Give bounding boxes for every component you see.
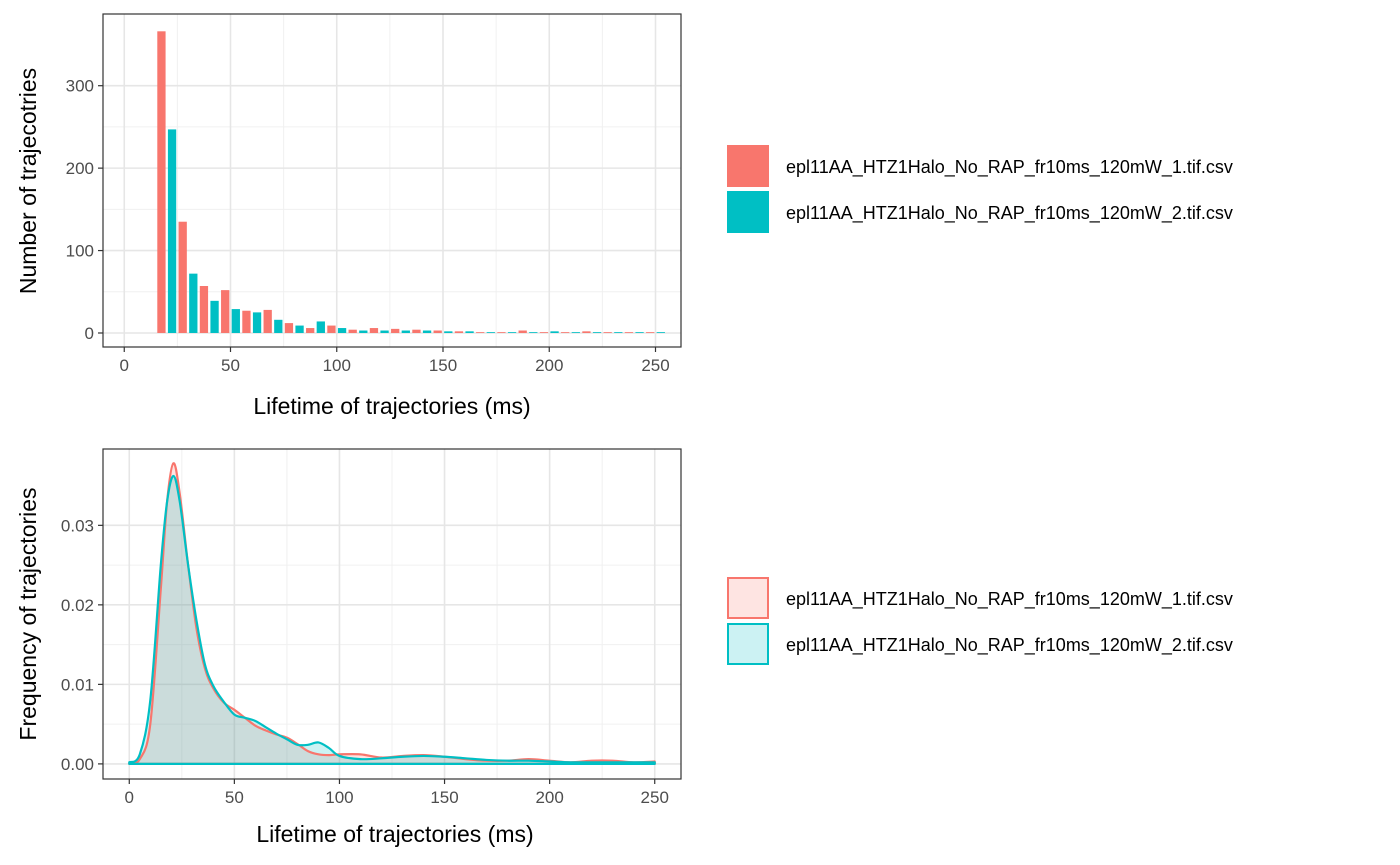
histogram-bar — [603, 332, 612, 333]
legend-item: epl11AA_HTZ1Halo_No_RAP_fr10ms_120mW_1.t… — [727, 577, 1233, 619]
histogram-bar — [582, 331, 591, 333]
y-tick-label: 200 — [66, 159, 94, 178]
legend-key — [727, 577, 769, 619]
x-tick-label: 250 — [641, 356, 669, 375]
density-curves — [128, 462, 656, 765]
histogram-bar — [401, 330, 410, 333]
histogram-bar — [221, 290, 230, 333]
histogram-bar — [646, 332, 655, 333]
histogram-bar — [295, 325, 304, 333]
histogram-bar — [422, 330, 432, 333]
histogram-bar — [231, 309, 240, 333]
histogram-bar — [561, 332, 570, 333]
legend-label: epl11AA_HTZ1Halo_No_RAP_fr10ms_120mW_1.t… — [786, 157, 1233, 178]
histogram-bar — [210, 300, 219, 333]
histogram-bar — [454, 331, 464, 333]
histogram-bar — [252, 312, 262, 333]
x-tick-label: 50 — [225, 788, 244, 807]
histogram-bar — [529, 332, 538, 333]
histogram-bar — [242, 310, 251, 333]
histogram-bar — [348, 329, 357, 333]
x-tick-label: 0 — [125, 788, 134, 807]
histogram-bar — [189, 273, 198, 333]
x-tick-label: 150 — [430, 788, 458, 807]
histogram-x-axis-title: Lifetime of trajectories (ms) — [253, 393, 530, 419]
x-tick-label: 100 — [323, 356, 351, 375]
density-line — [128, 474, 656, 765]
histogram-bar — [316, 321, 325, 333]
histogram-bar — [635, 332, 644, 333]
histogram-bar — [167, 129, 177, 333]
histogram-bar — [274, 319, 283, 333]
histogram-bar — [412, 329, 421, 333]
histogram-gridlines — [103, 14, 681, 347]
histogram-bar — [359, 330, 368, 333]
histogram-bar — [624, 332, 634, 333]
histogram-bar — [433, 330, 442, 333]
histogram-bar — [507, 332, 517, 333]
panel-border — [102, 448, 682, 780]
density-axes: 0 50 100 150 200 250 0.00 0.01 0.02 0.03 — [61, 448, 682, 807]
density-legend: epl11AA_HTZ1Halo_No_RAP_fr10ms_120mW_1.t… — [727, 577, 1233, 665]
histogram-bar — [539, 332, 549, 333]
histogram-bar — [369, 328, 379, 333]
histogram-bar — [380, 330, 389, 333]
density-area — [129, 463, 655, 764]
y-tick-label: 0.03 — [61, 516, 94, 535]
histogram-bar — [327, 325, 336, 333]
histogram-legend: epl11AA_HTZ1Halo_No_RAP_fr10ms_120mW_1.t… — [727, 145, 1233, 233]
legend-label: epl11AA_HTZ1Halo_No_RAP_fr10ms_120mW_2.t… — [786, 635, 1233, 656]
histogram-bar — [465, 331, 474, 333]
histogram-bar — [178, 221, 187, 333]
histogram-bar — [157, 31, 166, 333]
histogram-bars — [157, 31, 665, 333]
density-area — [129, 476, 655, 764]
x-tick-label: 200 — [535, 356, 563, 375]
histogram-bar — [497, 332, 506, 333]
legend-item: epl11AA_HTZ1Halo_No_RAP_fr10ms_120mW_2.t… — [727, 191, 1233, 233]
density-gridlines — [103, 449, 681, 779]
y-tick-label: 100 — [66, 242, 94, 261]
histogram-bar — [656, 332, 665, 333]
legend-label: epl11AA_HTZ1Halo_No_RAP_fr10ms_120mW_2.t… — [786, 203, 1233, 224]
legend-key — [727, 145, 769, 187]
histogram-bar — [550, 331, 559, 333]
legend-label: epl11AA_HTZ1Halo_No_RAP_fr10ms_120mW_1.t… — [786, 589, 1233, 610]
histogram-bar — [444, 331, 453, 333]
density-y-axis-title: Frequency of trajectories — [15, 487, 41, 740]
legend-item: epl11AA_HTZ1Halo_No_RAP_fr10ms_120mW_1.t… — [727, 145, 1233, 187]
density-x-axis-title: Lifetime of trajectories (ms) — [256, 821, 533, 847]
histogram-axes: 0 50 100 150 200 250 0 100 200 300 — [66, 13, 682, 375]
histogram-bar — [263, 309, 272, 333]
histogram-y-axis-title: Number of trajecotries — [15, 68, 41, 294]
y-tick-label: 0 — [85, 324, 94, 343]
histogram-bar — [486, 332, 495, 333]
y-tick-label: 300 — [66, 77, 94, 96]
legend-key — [727, 623, 769, 665]
histogram-bar — [337, 328, 347, 333]
y-tick-label: 0.01 — [61, 675, 94, 694]
histogram-bar — [571, 332, 580, 333]
x-tick-label: 150 — [429, 356, 457, 375]
histogram-bar — [518, 330, 527, 333]
histogram-bar — [614, 332, 623, 333]
y-tick-label: 0.02 — [61, 596, 94, 615]
x-tick-label: 50 — [221, 356, 240, 375]
histogram-bar — [199, 286, 209, 333]
y-tick-label: 0.00 — [61, 755, 94, 774]
legend-key — [727, 191, 769, 233]
x-tick-label: 0 — [120, 356, 129, 375]
legend-item: epl11AA_HTZ1Halo_No_RAP_fr10ms_120mW_2.t… — [727, 623, 1233, 665]
histogram-bar — [306, 328, 315, 333]
x-tick-label: 200 — [535, 788, 563, 807]
x-tick-label: 100 — [325, 788, 353, 807]
histogram-bar — [476, 332, 485, 333]
panel-border — [102, 13, 682, 348]
histogram-bar — [284, 323, 294, 333]
histogram-bar — [592, 332, 602, 333]
x-tick-label: 250 — [641, 788, 669, 807]
histogram-bar — [391, 328, 400, 333]
